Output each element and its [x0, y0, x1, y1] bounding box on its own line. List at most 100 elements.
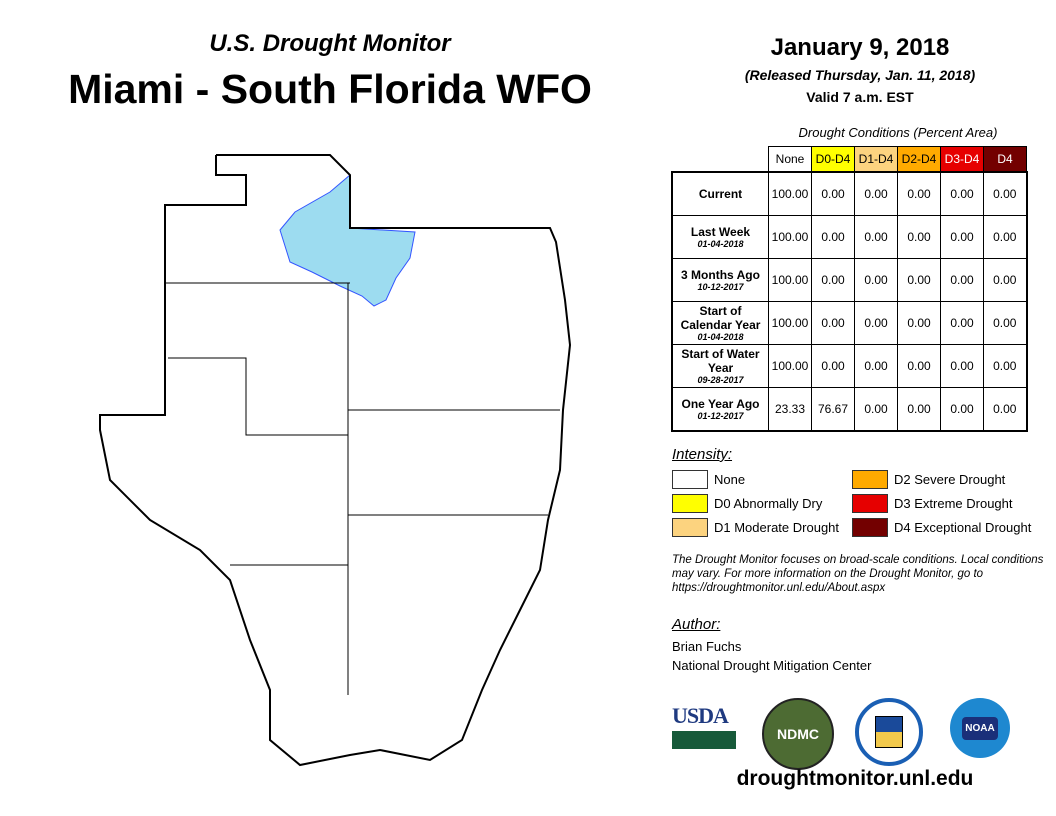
blank-header: [672, 147, 769, 173]
table-cell: 0.00: [940, 387, 984, 432]
county-lines: [165, 282, 560, 695]
table-caption: Drought Conditions (Percent Area): [798, 125, 998, 140]
row-label-text: 3 Months Ago: [681, 268, 760, 282]
column-header-none: None: [768, 146, 812, 173]
table-row: 3 Months Ago 10-12-2017 100.00 0.00 0.00 0.00…: [671, 258, 1027, 302]
legend-label: None: [714, 472, 746, 487]
table-cell: 0.00: [983, 171, 1027, 216]
row-label: Last Week 01-04-2018: [671, 215, 769, 259]
row-date: 09-28-2017: [697, 375, 744, 385]
table-row: Last Week 01-04-2018 100.00 0.00 0.00 0.00 0.0…: [671, 215, 1027, 259]
table-cell: 0.00: [983, 387, 1027, 432]
legend-title: Intensity:: [672, 446, 733, 463]
legend-swatch: [852, 518, 888, 537]
table-cell: 0.00: [940, 215, 984, 259]
table-cell: 0.00: [897, 171, 941, 216]
legend-label: D2 Severe Drought: [894, 472, 1006, 487]
table-cell: 100.00: [768, 258, 812, 302]
table-row: One Year Ago 01-12-2017 23.33 76.67 0.00 0.00…: [671, 387, 1027, 432]
valid-time: Valid 7 a.m. EST: [806, 89, 914, 105]
row-label-text: Start of Calendar Year: [680, 304, 761, 332]
row-label-text: Last Week: [690, 225, 751, 239]
legend-label: D1 Moderate Drought: [714, 520, 840, 535]
usda-logo-text: USDA: [672, 703, 729, 728]
legend-label: D4 Exceptional Drought: [894, 520, 1032, 535]
disclaimer-note: The Drought Monitor focuses on broad-sca…: [672, 554, 1044, 594]
table-cell: 100.00: [768, 215, 812, 259]
row-label: One Year Ago 01-12-2017: [671, 387, 769, 432]
row-label: Current: [671, 171, 769, 216]
table-cell: 0.00: [983, 344, 1027, 388]
table-cell: 0.00: [983, 301, 1027, 345]
row-date: 01-04-2018: [697, 239, 744, 249]
table-cell: 0.00: [897, 258, 941, 302]
table-cell: 0.00: [940, 301, 984, 345]
column-header-d0-d4: D0-D4: [811, 146, 855, 173]
subtitle: U.S. Drought Monitor: [209, 30, 451, 57]
author-org: National Drought Mitigation Center: [672, 658, 872, 673]
table-cell: 100.00: [768, 301, 812, 345]
table-cell: 0.00: [854, 301, 898, 345]
page-title: Miami - South Florida WFO: [68, 66, 592, 112]
table-cell: 0.00: [897, 344, 941, 388]
ndmc-logo-text: NDMC: [777, 726, 819, 742]
table-cell: 0.00: [811, 215, 855, 259]
row-date: 01-12-2017: [697, 411, 744, 421]
table-cell: 0.00: [854, 387, 898, 432]
author-name: Brian Fuchs: [672, 639, 742, 654]
legend-swatch: [852, 470, 888, 489]
legend-item: D2 Severe Drought: [852, 470, 1005, 489]
row-date: 10-12-2017: [697, 282, 744, 292]
legend-item: D1 Moderate Drought: [672, 518, 839, 537]
region-map: [99, 154, 572, 767]
author-info: Brian Fuchs National Drought Mitigation …: [672, 637, 871, 675]
table-cell: 100.00: [768, 171, 812, 216]
table-cell: 0.00: [811, 344, 855, 388]
legend-label: D3 Extreme Drought: [894, 496, 1013, 511]
lake-okeechobee: [279, 173, 416, 307]
legend-swatch: [672, 470, 708, 489]
column-header-d4: D4: [983, 146, 1027, 173]
table-cell: 0.00: [811, 258, 855, 302]
column-header-d3-d4: D3-D4: [940, 146, 984, 173]
legend-item: D0 Abnormally Dry: [672, 494, 822, 513]
ndmc-logo: NDMC: [762, 698, 834, 770]
legend-item: None: [672, 470, 745, 489]
table-row: Start of Water Year 09-28-2017 100.00 0.00 0…: [671, 344, 1027, 388]
table-cell: 0.00: [897, 387, 941, 432]
table-cell: 0.00: [983, 215, 1027, 259]
table-cell: 0.00: [940, 344, 984, 388]
drought-conditions-table: None D0-D4 D1-D4 D2-D4 D3-D4 D4 Current 100.00…: [671, 146, 1028, 432]
usda-logo: USDA: [672, 703, 736, 749]
table-cell: 0.00: [897, 215, 941, 259]
legend-swatch: [672, 518, 708, 537]
column-header-d1-d4: D1-D4: [854, 146, 898, 173]
website-link[interactable]: droughtmonitor.unl.edu: [736, 767, 974, 790]
legend-swatch: [852, 494, 888, 513]
commerce-seal-logo: [855, 698, 923, 766]
table-cell: 0.00: [854, 344, 898, 388]
table-cell: 0.00: [811, 171, 855, 216]
map-date: January 9, 2018: [770, 34, 950, 61]
table-cell: 100.00: [768, 344, 812, 388]
table-cell: 0.00: [811, 301, 855, 345]
row-label-text: One Year Ago: [681, 397, 760, 411]
legend-swatch: [672, 494, 708, 513]
legend-label: D0 Abnormally Dry: [714, 496, 823, 511]
row-label-text: Start of Water Year: [681, 347, 760, 375]
legend-item: D4 Exceptional Drought: [852, 518, 1031, 537]
noaa-logo-text: NOAA: [962, 716, 998, 740]
table-cell: 23.33: [768, 387, 812, 432]
table-row: Current 100.00 0.00 0.00 0.00 0.00 0.00: [671, 171, 1027, 216]
release-date: (Released Thursday, Jan. 11, 2018): [744, 67, 976, 83]
author-title: Author:: [672, 616, 721, 633]
county-boundary-outline: [99, 154, 572, 767]
table-cell: 76.67: [811, 387, 855, 432]
row-label: 3 Months Ago 10-12-2017: [671, 258, 769, 302]
table-cell: 0.00: [854, 215, 898, 259]
column-header-d2-d4: D2-D4: [897, 146, 941, 173]
table-cell: 0.00: [897, 301, 941, 345]
table-cell: 0.00: [854, 258, 898, 302]
row-label: Start of Calendar Year 01-04-2018: [671, 301, 769, 345]
